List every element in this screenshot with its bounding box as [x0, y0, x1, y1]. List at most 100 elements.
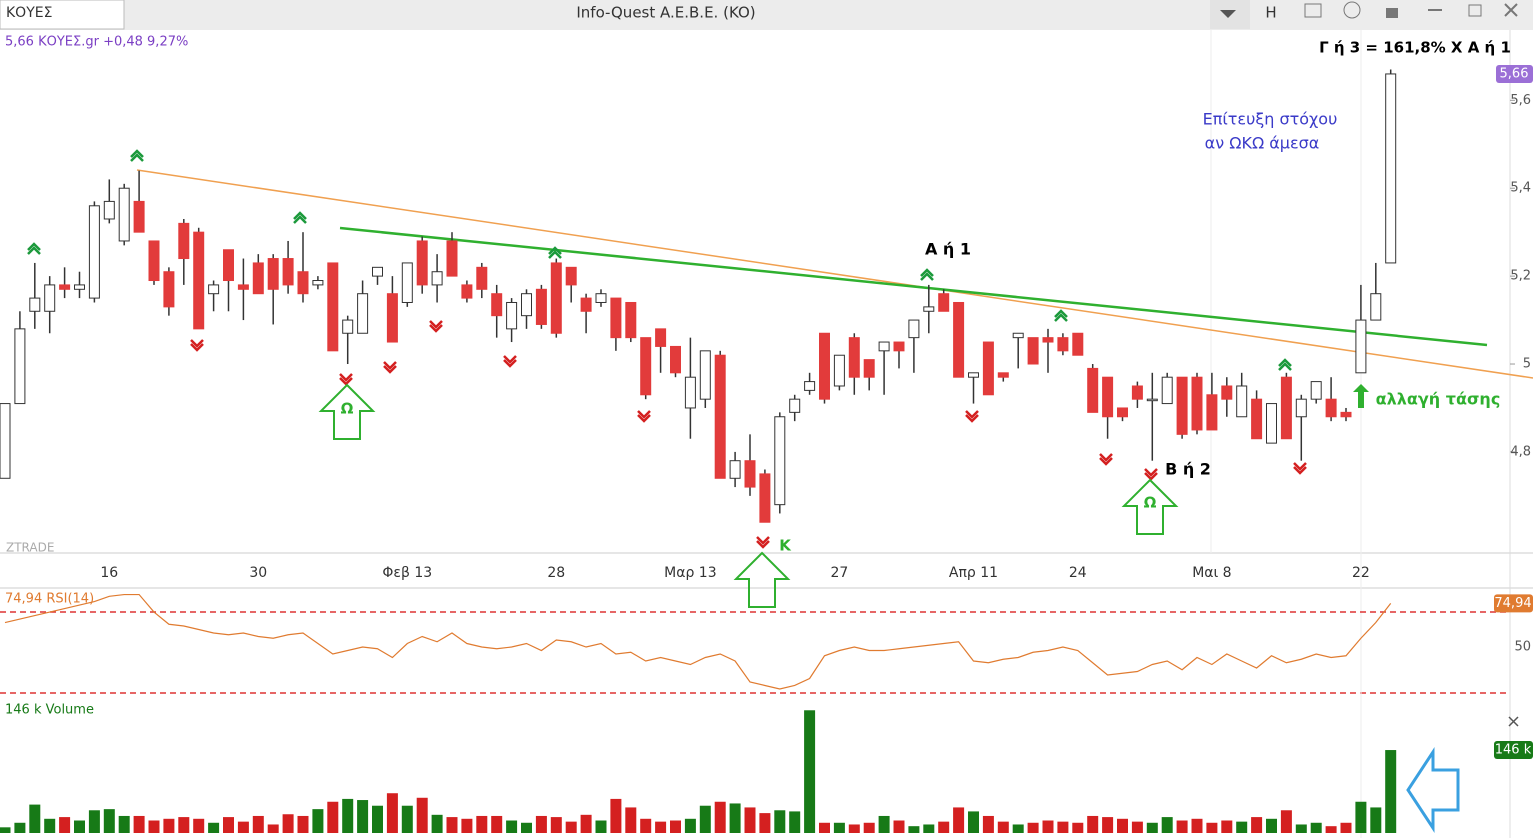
volume-bar — [1295, 824, 1307, 833]
volume-bar — [610, 798, 622, 833]
candle-body — [372, 266, 383, 277]
volume-bar — [908, 826, 920, 833]
restore-icon[interactable] — [1468, 4, 1482, 17]
candle-body — [446, 240, 458, 277]
candle-body — [1087, 367, 1099, 413]
y-tick-label: 50 — [1514, 640, 1531, 655]
x-tick-label: 24 — [1069, 565, 1087, 581]
x-tick-label: 30 — [249, 565, 267, 581]
annotation: Επίτευξη στόχου — [1203, 110, 1338, 129]
volume-bar — [431, 814, 443, 833]
price-badge — [1496, 64, 1533, 83]
candle-body — [163, 271, 175, 308]
candle-body — [178, 222, 190, 260]
watermark: ZTRADE — [6, 541, 54, 555]
high-marker — [1054, 309, 1068, 322]
volume-bar — [580, 814, 592, 833]
low-marker — [1293, 462, 1307, 475]
volume-bar — [1131, 821, 1143, 833]
x-tick-label: Μαρ 13 — [664, 565, 716, 581]
volume-bar — [297, 815, 309, 833]
volume-bar — [1146, 822, 1158, 833]
close-icon[interactable] — [1504, 3, 1518, 17]
candle-body — [819, 332, 830, 400]
volume-bar — [878, 815, 890, 833]
volume-bar — [968, 811, 979, 833]
volume-bar — [282, 814, 294, 833]
candle-body — [848, 337, 860, 378]
low-marker — [756, 536, 770, 549]
low-marker — [383, 361, 397, 374]
rsi-badge — [1494, 594, 1533, 613]
icon[interactable] — [1304, 3, 1322, 18]
candle-body — [953, 301, 965, 378]
volume-bar — [625, 807, 637, 833]
volume-bar — [1266, 818, 1277, 833]
candle-body — [699, 350, 711, 400]
volume-bar — [521, 822, 532, 833]
x-tick-label: Μαι 8 — [1192, 565, 1231, 581]
candle-body — [1072, 332, 1084, 356]
volume-bar — [997, 821, 1009, 833]
low-marker — [1144, 468, 1158, 481]
volume-bar — [699, 805, 711, 833]
icon[interactable] — [1343, 1, 1361, 19]
high-marker — [293, 211, 307, 224]
volume-bar — [267, 824, 279, 833]
candle-body — [893, 341, 905, 352]
volume-bar — [1191, 818, 1203, 833]
title-bar — [0, 0, 1533, 30]
annotation: Α ή 1 — [925, 240, 971, 259]
volume-bar — [535, 815, 547, 833]
volume-bar — [148, 820, 160, 833]
high-marker — [920, 268, 934, 281]
low-marker — [190, 339, 204, 352]
volume-bar — [1012, 824, 1024, 833]
candle-body — [267, 258, 279, 290]
volume-bar — [1057, 821, 1069, 833]
candle-body — [327, 262, 339, 352]
pattern-arrow — [733, 551, 791, 608]
high-marker — [548, 246, 562, 259]
annotation: Κ — [779, 537, 792, 555]
low-marker — [503, 355, 517, 368]
volume-bar — [789, 811, 801, 833]
candle-body — [223, 249, 234, 282]
volume-bar — [595, 820, 607, 833]
volume-bar — [1072, 822, 1084, 833]
annotation: Ω — [341, 400, 354, 418]
annotation: Β ή 2 — [1165, 460, 1211, 479]
volume-bar — [178, 817, 190, 833]
candle-body — [506, 301, 518, 330]
volume-bar — [312, 809, 324, 833]
volume-bar — [982, 815, 994, 833]
volume-bar — [1161, 817, 1173, 833]
annotation: Ω — [1144, 494, 1157, 512]
candle-body — [1370, 293, 1382, 321]
x-tick-label: 28 — [547, 565, 565, 581]
volume-bar — [59, 817, 71, 833]
candle-body — [1176, 376, 1188, 435]
volume-bar — [938, 821, 950, 833]
symbol-box[interactable] — [0, 0, 125, 30]
low-marker — [339, 373, 353, 386]
volume-bar — [1385, 750, 1397, 833]
candle-body — [774, 416, 786, 506]
candle-body — [193, 231, 205, 330]
candle-body — [729, 460, 741, 479]
candle-body — [550, 262, 562, 334]
volume-bar — [684, 818, 696, 833]
candle-body — [535, 288, 547, 325]
candle-body — [74, 284, 85, 290]
h-button[interactable]: H — [1265, 4, 1276, 22]
candle-body — [938, 293, 950, 312]
volume-bar — [1042, 820, 1054, 833]
candle-body — [744, 460, 756, 488]
candle-body — [759, 473, 771, 523]
volume-bar — [416, 797, 428, 833]
candle-body — [148, 240, 160, 282]
legend: 74,94 RSI(14) — [5, 592, 94, 607]
volume-bar — [1251, 817, 1263, 833]
volume-bar — [804, 710, 816, 833]
lock-icon[interactable] — [1386, 8, 1398, 18]
